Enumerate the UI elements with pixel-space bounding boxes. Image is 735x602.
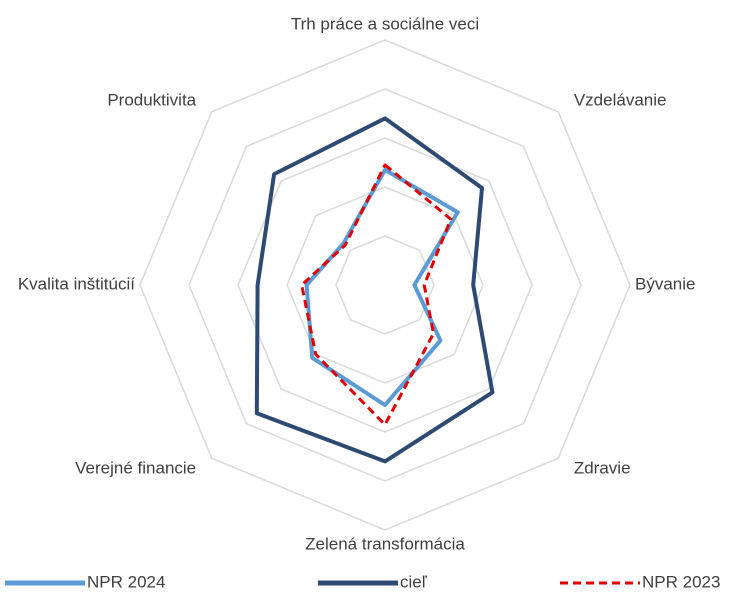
legend-label: NPR 2023 [642,572,720,591]
legend-label: cieľ [400,572,428,591]
legend-label: NPR 2024 [87,572,165,591]
axis-label: Bývanie [635,274,695,293]
series-line [304,167,460,408]
grid-ring [139,39,631,531]
axis-label: Zdravie [574,458,631,477]
grid-ring [335,235,435,335]
axis-label: Kvalita inštitúcií [18,274,135,293]
axis-label: Zelená transformácia [305,534,465,553]
series-line [254,116,495,464]
series-line [300,163,453,427]
grid-ring [286,186,484,384]
axis-label: Verejné financie [75,458,196,477]
grid-ring [237,137,533,433]
grid-ring [188,88,582,482]
axis-label: Produktivita [107,91,196,110]
axis-label: Vzdelávanie [574,91,667,110]
axis-label: Trh práce a sociálne veci [291,14,479,33]
